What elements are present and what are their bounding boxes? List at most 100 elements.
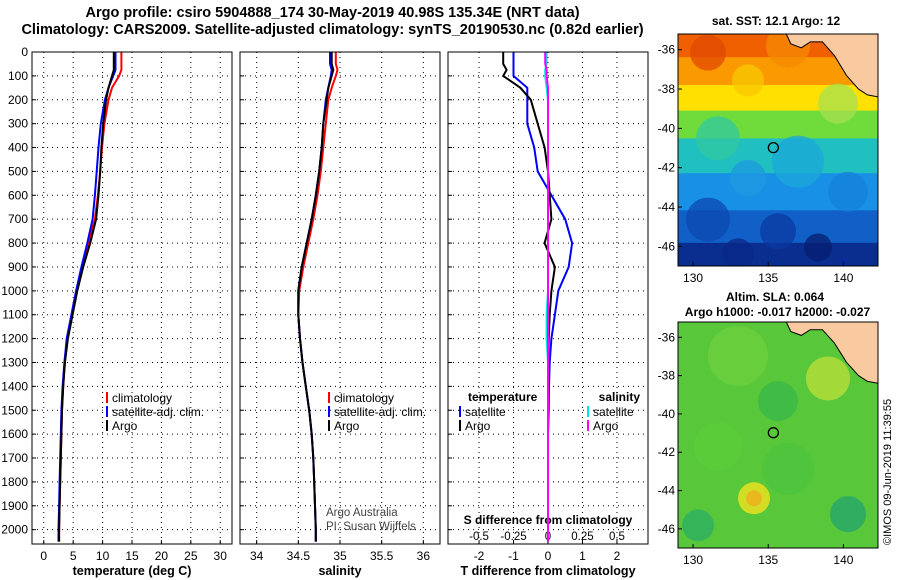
sla-map: -36 -38 -40 -42 -44 -46 130 135 140 xyxy=(658,321,879,567)
depth-tick-label: 900 xyxy=(8,260,28,274)
depth-tick-label: 1000 xyxy=(1,284,28,298)
legend-swatch xyxy=(328,406,330,417)
sst-patch xyxy=(732,64,764,97)
legend-label: Argo xyxy=(465,419,491,433)
sst-patch xyxy=(818,83,858,124)
legend-swatch xyxy=(587,420,589,431)
panel-salinity: 34 34.5 35 35.5 36 salinity xyxy=(239,51,441,578)
legend-label: satellite xyxy=(465,405,506,419)
x-tick-label: 20 xyxy=(155,549,169,563)
legend-swatch xyxy=(587,406,589,417)
depth-tick-label: 100 xyxy=(8,69,28,83)
x-tick-label: 5 xyxy=(70,549,77,563)
sla-patch xyxy=(830,496,866,533)
x2-tick-label: 0.25 xyxy=(571,531,593,543)
legend-label: Argo xyxy=(112,419,138,433)
depth-tick-label: 1400 xyxy=(1,379,28,393)
legend-label: satellite-adj. clim. xyxy=(334,405,426,419)
legend-label: Argo xyxy=(593,419,619,433)
sst-patch xyxy=(804,233,832,262)
pi-text-line2: PI: Susan Wijffels xyxy=(326,521,416,533)
legend-label: Argo xyxy=(334,419,360,433)
depth-tick-label: 1800 xyxy=(1,475,28,489)
x-tick-label: 34 xyxy=(250,549,264,563)
lat-tick-label: -46 xyxy=(658,239,676,253)
sla-patch xyxy=(762,442,814,495)
sla-patch xyxy=(758,381,798,422)
lat-tick-label: -36 xyxy=(658,43,676,57)
x-tick-label: 0 xyxy=(40,549,47,563)
sal-legend-entry: satellite-adj. clim. xyxy=(328,405,426,419)
lat-tick-label: -40 xyxy=(658,407,676,421)
lon-tick-label: 135 xyxy=(758,271,778,285)
x-axis-label: T difference from climatology xyxy=(460,564,635,578)
panel-difference-from-climatology: -2 -1 0 1 2T difference from climatology -0.5… xyxy=(447,51,649,578)
sla-patch xyxy=(694,422,742,471)
lat-tick-label: -42 xyxy=(658,161,676,175)
australia-coastline xyxy=(785,34,878,98)
map-frame xyxy=(677,33,879,267)
x2-tick-label: -0.5 xyxy=(469,531,489,543)
series-line-climatology xyxy=(58,52,123,542)
x-tick-label: 2 xyxy=(614,549,621,563)
diff-legend-left-argo: Argo xyxy=(459,419,491,433)
imos-credit: ©IMOS 09-Jun-2019 11:39:55 xyxy=(882,398,894,545)
lat-tick-label: -46 xyxy=(658,522,676,536)
sst-patch xyxy=(828,171,868,212)
x-tick-label: 34.5 xyxy=(287,549,311,563)
sal-legend-entry: Argo xyxy=(328,419,360,433)
depth-tick-label: 300 xyxy=(8,117,28,131)
legend-label: satellite-adj. clim. xyxy=(112,405,204,419)
x-tick-label: 25 xyxy=(184,549,198,563)
depth-tick-label: 1300 xyxy=(1,355,28,369)
lat-tick-label: -40 xyxy=(658,121,676,135)
diff-legend-title-right: salinity xyxy=(599,390,641,404)
map-frame xyxy=(677,321,879,549)
pi-text-line1: Argo Australia xyxy=(326,507,398,519)
sst-patch xyxy=(730,159,766,196)
sla-caption-line1: Altim. SLA: 0.064 xyxy=(725,290,825,304)
temp-legend-entry: climatology xyxy=(106,391,172,405)
lat-tick-label: -38 xyxy=(658,369,676,383)
panel-temperature: 0 5 10 15 20 25 30 temperature (deg C) xyxy=(31,51,233,578)
sal-legend-entry: climatology xyxy=(328,391,394,405)
figure-title-line1: Argo profile: csiro 5904888_174 30-May-2… xyxy=(85,5,580,21)
sst-patch xyxy=(696,116,740,161)
depth-tick-label: 0 xyxy=(21,45,28,59)
lon-tick-label: 135 xyxy=(758,553,778,567)
lon-tick-label: 130 xyxy=(683,271,703,285)
legend-label: climatology xyxy=(112,391,172,405)
sla-caption-line2: Argo h1000: -0.017 h2000: -0.027 xyxy=(684,305,871,319)
legend-swatch xyxy=(328,420,330,431)
sst-map: -36 -38 -40 -42 -44 -46 130 135 140 xyxy=(658,33,879,285)
sla-patch xyxy=(682,509,714,542)
depth-tick-label: 200 xyxy=(8,93,28,107)
sst-map-field xyxy=(678,34,878,266)
x-tick-label: -2 xyxy=(474,549,485,563)
x-tick-label: 35.5 xyxy=(370,549,394,563)
figure-title-line2: Climatology: CARS2009. Satellite-adjuste… xyxy=(21,22,644,38)
legend-label: satellite xyxy=(593,405,634,419)
depth-tick-label: 1200 xyxy=(1,332,28,346)
depth-tick-label: 500 xyxy=(8,164,28,178)
sst-caption: sat. SST: 12.1 Argo: 12 xyxy=(711,14,841,28)
series-line-satellite-adj-clim- xyxy=(57,52,117,542)
x-axis-label: temperature (deg C) xyxy=(73,564,192,578)
lat-tick-label: -44 xyxy=(658,484,676,498)
x-axis-label: salinity xyxy=(318,564,361,578)
x2-tick-label: -0.25 xyxy=(500,531,526,543)
depth-tick-label: 1600 xyxy=(1,427,28,441)
legend-swatch xyxy=(328,392,330,403)
depth-tick-label: 600 xyxy=(8,188,28,202)
diff-legend-right-satellite: satellite xyxy=(587,405,634,419)
sst-patch xyxy=(772,135,824,188)
legend-label: climatology xyxy=(334,391,394,405)
depth-tick-label: 1900 xyxy=(1,499,28,513)
x-tick-label: 15 xyxy=(125,549,139,563)
series-line-climatology xyxy=(297,52,339,542)
lat-tick-label: -42 xyxy=(658,445,676,459)
sst-patch xyxy=(760,213,796,250)
legend-swatch xyxy=(106,406,108,417)
temp-legend-entry: satellite-adj. clim. xyxy=(106,405,204,419)
